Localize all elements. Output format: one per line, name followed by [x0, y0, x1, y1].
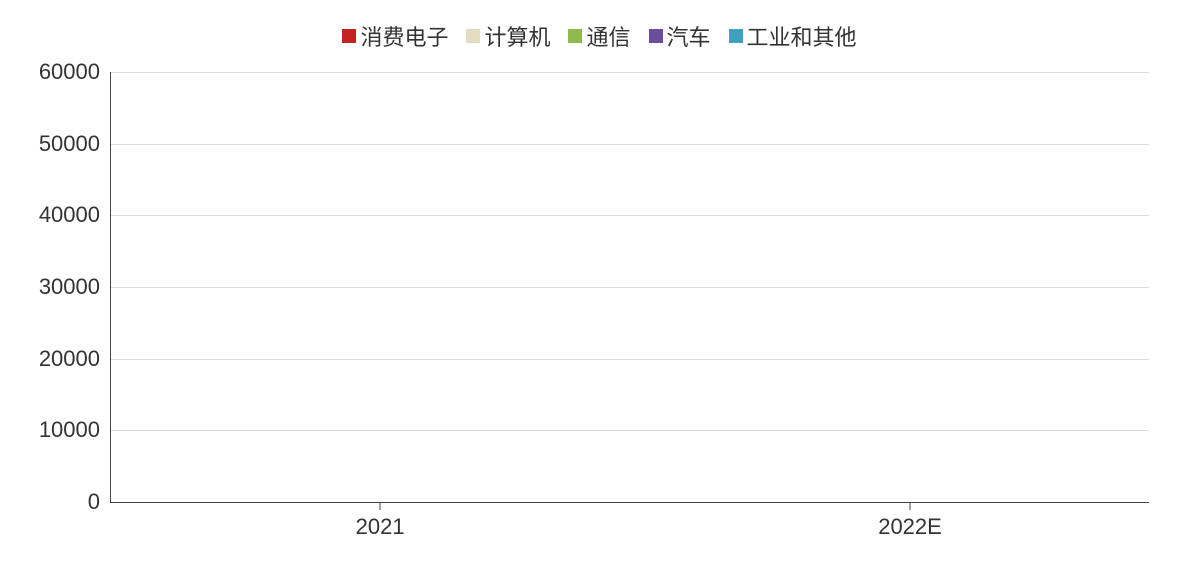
legend-marker [729, 29, 743, 43]
legend-label: 消费电子 [360, 20, 448, 52]
y-tick-label: 40000 [20, 202, 100, 228]
grid-line [110, 215, 1149, 216]
y-tick-label: 50000 [20, 131, 100, 157]
y-tick-label: 0 [20, 489, 100, 515]
grid-line [110, 72, 1149, 73]
grid-line [110, 430, 1149, 431]
y-axis-line [110, 72, 111, 502]
grid-line [110, 144, 1149, 145]
legend-marker [466, 29, 480, 43]
legend-item-consumer_electronics: 消费电子 [342, 20, 448, 52]
x-tick-mark [380, 502, 381, 510]
x-tick-mark [910, 502, 911, 510]
grid-line [110, 287, 1149, 288]
legend-item-automotive: 汽车 [649, 20, 711, 52]
legend-marker [568, 29, 582, 43]
legend-marker [649, 29, 663, 43]
y-tick-label: 30000 [20, 274, 100, 300]
y-tick-label: 60000 [20, 59, 100, 85]
x-tick-label: 2021 [356, 514, 405, 540]
grid-line [110, 359, 1149, 360]
plot-area: 0100002000030000400005000060000 20212022… [110, 72, 1149, 502]
y-axis: 0100002000030000400005000060000 [20, 72, 100, 502]
y-tick-label: 10000 [20, 417, 100, 443]
legend-item-communication: 通信 [568, 20, 630, 52]
legend-label: 工业和其他 [747, 20, 857, 52]
grid-line [110, 502, 1149, 503]
legend-marker [342, 29, 356, 43]
legend-item-industrial_other: 工业和其他 [729, 20, 857, 52]
stacked-bar-chart: 消费电子计算机通信汽车工业和其他 01000020000300004000050… [0, 0, 1199, 564]
y-tick-label: 20000 [20, 346, 100, 372]
legend-item-computer: 计算机 [466, 20, 550, 52]
legend-label: 通信 [586, 20, 630, 52]
x-tick-label: 2022E [878, 514, 942, 540]
legend-label: 汽车 [667, 20, 711, 52]
legend: 消费电子 计算机 通信 汽车 工业和其他 [20, 10, 1179, 72]
legend-label: 计算机 [484, 20, 550, 52]
